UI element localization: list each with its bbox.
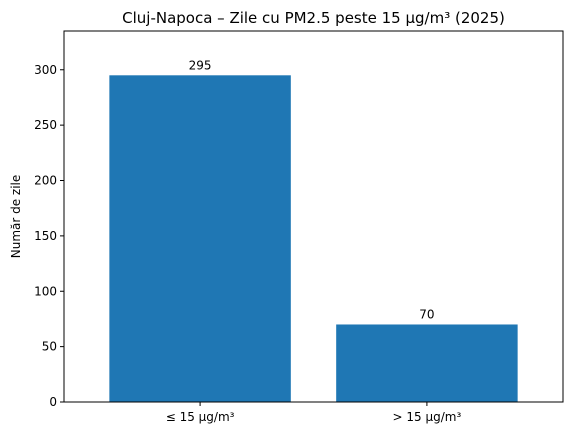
y-tick-label-1: 50 bbox=[42, 340, 57, 354]
data-label-0: 295 bbox=[189, 58, 212, 72]
y-tick-label-4: 200 bbox=[34, 174, 57, 188]
x-tick-label-0: ≤ 15 µg/m³ bbox=[166, 410, 235, 424]
bar-0 bbox=[109, 75, 291, 402]
plot-frame bbox=[63, 30, 564, 403]
plot-area: 295 ≤ 15 µg/m³ 70 > 15 µg/m³ 0 50 100 150 200 250… bbox=[34, 30, 564, 424]
x-tick-label-1: > 15 µg/m³ bbox=[393, 410, 462, 424]
y-axis-label: Număr de zile bbox=[9, 175, 23, 259]
y-tick-label-5: 250 bbox=[34, 118, 57, 132]
data-label-1: 70 bbox=[419, 307, 434, 321]
chart-title: Cluj-Napoca – Zile cu PM2.5 peste 15 µg/… bbox=[122, 9, 505, 27]
y-tick-label-0: 0 bbox=[49, 395, 57, 409]
y-tick-label-3: 150 bbox=[34, 229, 57, 243]
y-tick-label-2: 100 bbox=[34, 284, 57, 298]
y-tick-label-6: 300 bbox=[34, 63, 57, 77]
bar-1 bbox=[336, 324, 518, 402]
